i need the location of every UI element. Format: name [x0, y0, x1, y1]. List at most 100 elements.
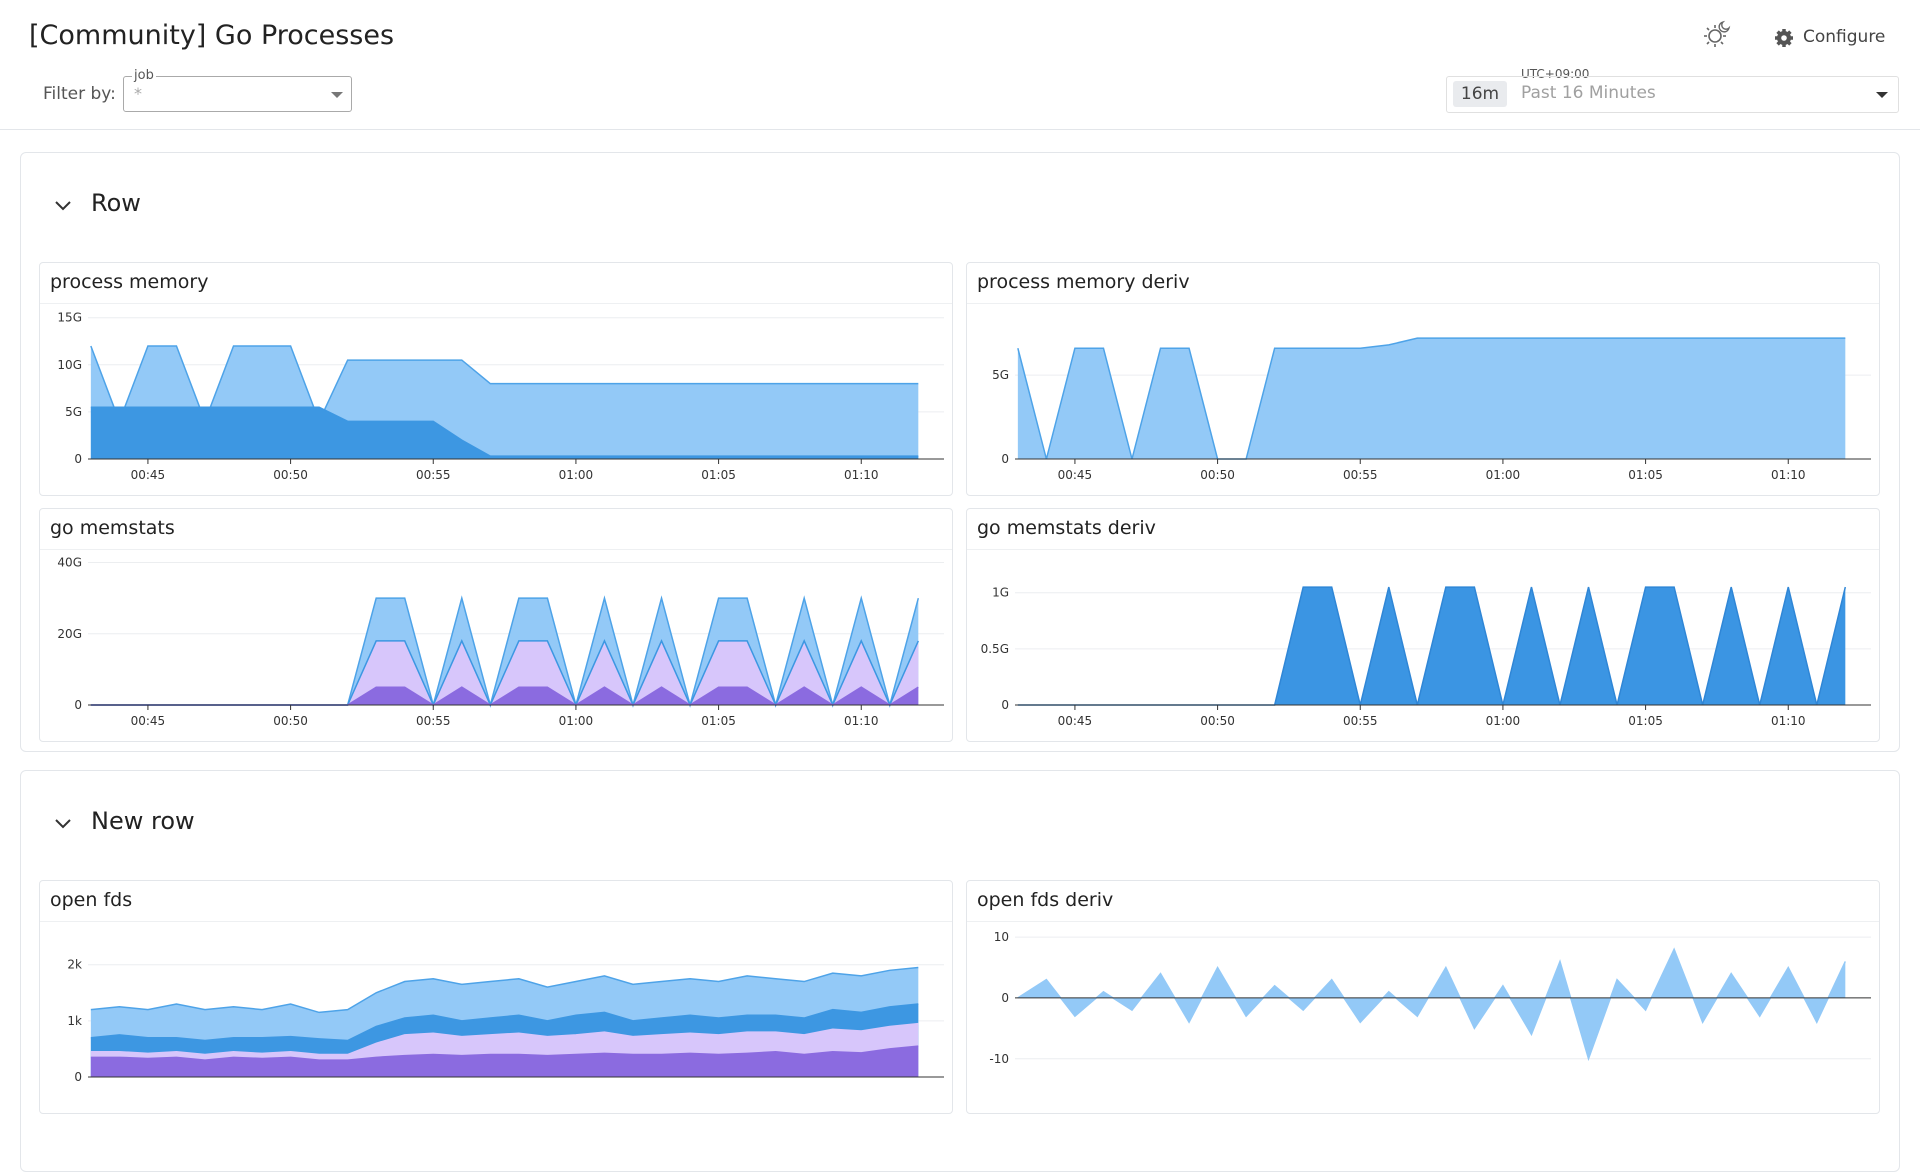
area-line [90, 1003, 919, 1042]
filter-value: * [134, 84, 142, 103]
panel-title: open fds deriv [977, 889, 1114, 911]
area [90, 407, 919, 459]
x-tick-label: 01:10 [1771, 714, 1806, 728]
y-tick-label: 15G [57, 311, 82, 325]
y-tick-label: 2k [67, 958, 82, 972]
panel-title: go memstats [50, 517, 175, 539]
timezone: UTC+09:00 [1521, 67, 1590, 81]
gear-icon [1775, 29, 1793, 47]
header: [Community] Go Processes Filter by: job … [0, 0, 1920, 130]
x-tick-label: 01:10 [1771, 468, 1806, 482]
configure-label: Configure [1803, 27, 1886, 47]
range-label: Past 16 Minutes [1521, 83, 1656, 103]
filter-name: job [132, 68, 156, 83]
x-tick-label: 00:50 [1200, 468, 1235, 482]
panel-divider [40, 303, 952, 304]
panel-title: process memory [50, 271, 209, 293]
area-line [90, 345, 919, 424]
y-tick-label: 0 [74, 452, 82, 466]
panel-divider [967, 303, 1879, 304]
x-tick-label: 01:10 [844, 468, 879, 482]
panel-title: go memstats deriv [977, 517, 1156, 539]
panel: go memstats deriv 0 0.5G 1G 00:45 00:50 00:55 0… [966, 508, 1880, 742]
x-tick-label: 00:55 [1343, 468, 1378, 482]
area-line [1017, 947, 1846, 1062]
filter-label: Filter by: [43, 84, 116, 104]
y-tick-label: 10 [994, 930, 1009, 944]
x-tick-label: 00:55 [416, 468, 451, 482]
y-tick-label: 10G [57, 358, 82, 372]
x-tick-label: 00:50 [273, 468, 308, 482]
x-tick-label: 01:00 [1486, 714, 1521, 728]
time-picker[interactable]: 16m Past 16 Minutes [1446, 76, 1899, 113]
chart: -10 0 10 [989, 930, 1871, 1066]
x-tick-label: 00:55 [1343, 714, 1378, 728]
job-filter[interactable]: job * [123, 68, 352, 112]
area [1017, 338, 1846, 459]
y-tick-label: -10 [989, 1052, 1009, 1066]
x-tick-label: 00:45 [1058, 468, 1093, 482]
x-tick-label: 00:45 [131, 714, 166, 728]
x-tick-label: 01:05 [701, 714, 736, 728]
y-tick-label: 1G [992, 586, 1009, 600]
x-tick-label: 00:45 [131, 468, 166, 482]
x-tick-label: 01:00 [1486, 468, 1521, 482]
chevron [55, 819, 71, 829]
area [90, 1046, 919, 1077]
caret [1876, 92, 1888, 98]
panel: process memory 0 5G 10G 15G 00:45 00:50 00:55 01… [39, 262, 953, 496]
y-tick-label: 0.5G [981, 642, 1009, 656]
range-chip: 16m [1453, 81, 1507, 107]
row-title: New row [91, 807, 195, 835]
y-tick-label: 40G [57, 556, 82, 570]
y-tick-label: 0 [1001, 452, 1009, 466]
collapse-toggle[interactable] [53, 813, 73, 833]
chart: 0 5G 00:45 00:50 00:55 01:00 01:05 01:10 [992, 337, 1871, 482]
chart: 0 5G 10G 15G 00:45 00:50 00:55 01:00 01:05 01:10 [57, 311, 944, 482]
x-tick-label: 01:05 [1628, 468, 1663, 482]
row-section: Row process memory 0 5G 10G 15G 00:45 00:50 00:5… [20, 152, 1900, 752]
y-tick-label: 0 [74, 1070, 82, 1084]
chart: 0 20G 40G 00:45 00:50 00:55 01:00 01:05 01:10 [57, 556, 944, 728]
area-line [90, 406, 919, 457]
x-tick-label: 00:55 [416, 714, 451, 728]
y-tick-label: 1k [67, 1014, 82, 1028]
area-line [1017, 337, 1846, 460]
collapse-toggle[interactable] [53, 195, 73, 215]
x-tick-label: 00:50 [1200, 714, 1235, 728]
caret [331, 92, 343, 98]
x-tick-label: 01:10 [844, 714, 879, 728]
panel-divider [967, 921, 1879, 922]
area-line [90, 1045, 919, 1061]
panel: open fds 0 1k 2k [39, 880, 953, 1114]
chevron [55, 201, 71, 211]
row-section: New row open fds 0 1k 2k open fds deriv -10 0 10 [20, 770, 1900, 1172]
theme-toggle[interactable] [1702, 20, 1732, 50]
x-tick-label: 01:00 [559, 714, 594, 728]
dashboard-title: [Community] Go Processes [29, 20, 395, 51]
y-tick-label: 5G [992, 368, 1009, 382]
area-line [90, 1022, 919, 1056]
panel: go memstats 0 20G 40G 00:45 00:50 00:55 01:00 01… [39, 508, 953, 742]
panel: open fds deriv -10 0 10 [966, 880, 1880, 1114]
y-tick-label: 20G [57, 627, 82, 641]
x-tick-label: 00:50 [273, 714, 308, 728]
chart: 0 0.5G 1G 00:45 00:50 00:55 01:00 01:05 01:10 [981, 586, 1871, 728]
x-tick-label: 01:00 [559, 468, 594, 482]
x-tick-label: 00:45 [1058, 714, 1093, 728]
y-tick-label: 0 [74, 698, 82, 712]
x-tick-label: 01:05 [1628, 714, 1663, 728]
x-tick-label: 01:05 [701, 468, 736, 482]
row-title: Row [91, 189, 141, 217]
panel-title: open fds [50, 889, 133, 911]
panel-divider [40, 921, 952, 922]
chart: 0 1k 2k [67, 958, 944, 1084]
y-tick-label: 0 [1001, 991, 1009, 1005]
panel-divider [40, 549, 952, 550]
panel: process memory deriv 0 5G 00:45 00:50 00:55 01… [966, 262, 1880, 496]
panel-title: process memory deriv [977, 271, 1190, 293]
area [1017, 949, 1846, 1059]
panel-divider [967, 549, 1879, 550]
y-tick-label: 0 [1001, 698, 1009, 712]
